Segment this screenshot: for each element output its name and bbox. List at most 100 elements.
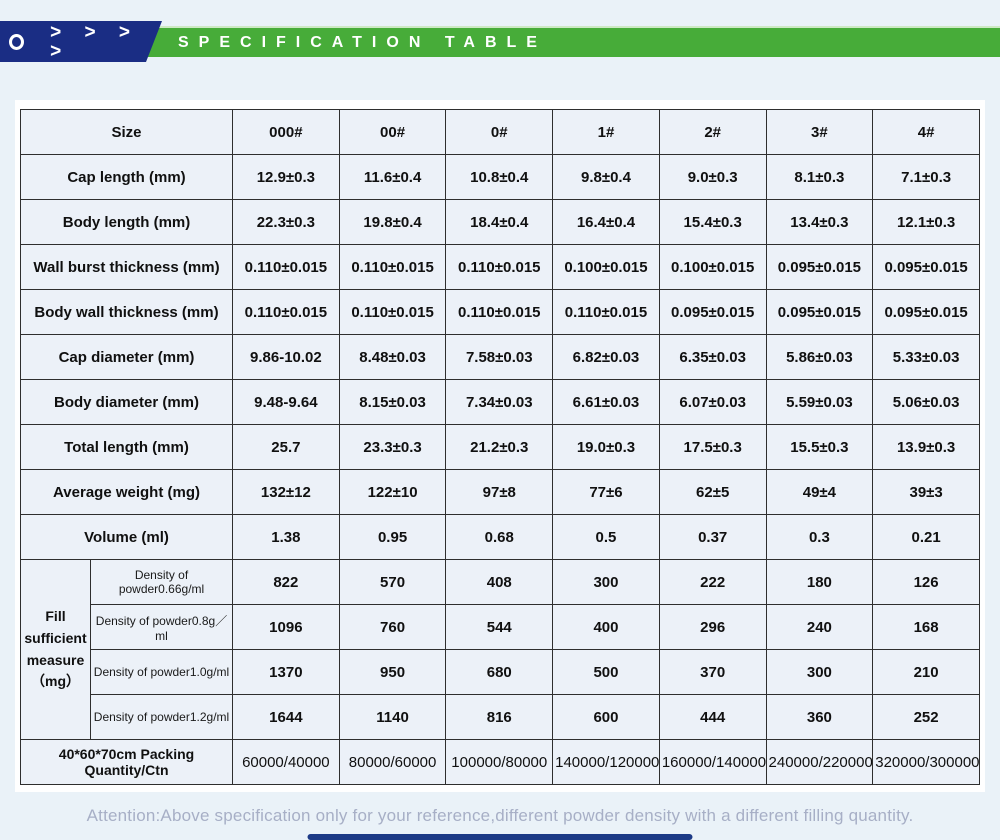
value-cell: 0.095±0.015 <box>765 244 874 290</box>
value-cell: 5.33±0.03 <box>872 334 980 380</box>
fill-group-row: Density of powder1.2g/ml 1644 1140 816 600 44… <box>21 694 980 740</box>
value-cell: 6.82±0.03 <box>552 334 660 380</box>
table-panel: Size 000# 00# 0# 1# 2# 3# 4# Cap length (mm) 12.9… <box>15 100 985 792</box>
value-cell: 210 <box>872 649 980 695</box>
column-header: 0# <box>445 109 554 155</box>
value-cell: 500 <box>552 649 660 695</box>
value-cell: 19.8±0.4 <box>338 199 447 245</box>
brand-ribbon: > > > > <box>0 21 162 62</box>
value-cell: 1.38 <box>232 514 340 560</box>
chevron-right-icons: > > > > <box>50 21 139 62</box>
page-title: SPECIFICATION TABLE <box>178 34 547 51</box>
density-label: Density of powder0.8g／ml <box>89 604 234 650</box>
value-cell: 816 <box>445 694 554 740</box>
value-cell: 0.37 <box>658 514 767 560</box>
value-cell: 0.095±0.015 <box>872 289 980 335</box>
table-row: Cap diameter (mm) 9.86-10.02 8.48±0.03 7.58… <box>19 334 980 380</box>
table-row: Cap length (mm) 12.9±0.3 11.6±0.4 10.8±0.4 9… <box>19 154 980 200</box>
value-cell: 444 <box>658 694 767 740</box>
value-cell: 0.110±0.015 <box>552 289 660 335</box>
row-label: Volume (ml) <box>19 514 234 560</box>
value-cell: 1140 <box>338 694 447 740</box>
value-cell: 0.95 <box>338 514 447 560</box>
value-cell: 0.095±0.015 <box>872 244 980 290</box>
value-cell: 21.2±0.3 <box>445 424 554 470</box>
table-header-row: Size 000# 00# 0# 1# 2# 3# 4# <box>19 109 980 155</box>
table-row: Body wall thickness (mm) 0.110±0.015 0.110… <box>19 289 980 335</box>
value-cell: 252 <box>872 694 980 740</box>
value-cell: 77±6 <box>552 469 660 515</box>
packing-value-cell: 140000/120000 <box>552 739 660 785</box>
value-cell: 0.095±0.015 <box>658 289 767 335</box>
value-cell: 0.110±0.015 <box>232 289 340 335</box>
value-cell: 180 <box>765 559 874 605</box>
value-cell: 0.5 <box>552 514 660 560</box>
value-cell: 822 <box>232 559 340 605</box>
column-header-size: Size <box>19 109 234 155</box>
value-cell: 0.68 <box>445 514 554 560</box>
value-cell: 0.095±0.015 <box>765 289 874 335</box>
value-cell: 0.100±0.015 <box>552 244 660 290</box>
value-cell: 950 <box>338 649 447 695</box>
packing-value-cell: 80000/60000 <box>338 739 447 785</box>
row-label: Total length (mm) <box>19 424 234 470</box>
value-cell: 8.48±0.03 <box>338 334 447 380</box>
value-cell: 6.61±0.03 <box>552 379 660 425</box>
row-label: Cap length (mm) <box>19 154 234 200</box>
bottom-divider-bar <box>307 834 693 840</box>
value-cell: 12.9±0.3 <box>232 154 340 200</box>
value-cell: 0.110±0.015 <box>338 244 447 290</box>
row-label: Cap diameter (mm) <box>19 334 234 380</box>
column-header: 000# <box>232 109 340 155</box>
value-cell: 8.15±0.03 <box>338 379 447 425</box>
value-cell: 13.4±0.3 <box>765 199 874 245</box>
value-cell: 13.9±0.3 <box>872 424 980 470</box>
density-label: Density of powder1.0g/ml <box>89 649 234 695</box>
value-cell: 760 <box>338 604 447 650</box>
value-cell: 7.1±0.3 <box>872 154 980 200</box>
value-cell: 7.58±0.03 <box>445 334 554 380</box>
value-cell: 9.48-9.64 <box>232 379 340 425</box>
row-label: Body diameter (mm) <box>19 379 234 425</box>
value-cell: 0.100±0.015 <box>658 244 767 290</box>
value-cell: 0.110±0.015 <box>338 289 447 335</box>
value-cell: 25.7 <box>232 424 340 470</box>
value-cell: 10.8±0.4 <box>445 154 554 200</box>
column-header: 00# <box>338 109 447 155</box>
value-cell: 132±12 <box>232 469 340 515</box>
value-cell: 8.1±0.3 <box>765 154 874 200</box>
packing-value-cell: 100000/80000 <box>445 739 554 785</box>
row-label: Wall burst thickness (mm) <box>19 244 234 290</box>
value-cell: 19.0±0.3 <box>552 424 660 470</box>
packing-row-label: 40*60*70cm Packing Quantity/Ctn <box>19 739 234 785</box>
table-row: Wall burst thickness (mm) 0.110±0.015 0.11… <box>19 244 980 290</box>
row-label: Average weight (mg) <box>19 469 234 515</box>
table-row: Total length (mm) 25.7 23.3±0.3 21.2±0.3 19.… <box>19 424 980 470</box>
value-cell: 62±5 <box>658 469 767 515</box>
column-header: 1# <box>552 109 660 155</box>
value-cell: 600 <box>552 694 660 740</box>
value-cell: 6.07±0.03 <box>658 379 767 425</box>
value-cell: 1644 <box>232 694 340 740</box>
value-cell: 0.110±0.015 <box>445 244 554 290</box>
value-cell: 9.8±0.4 <box>552 154 660 200</box>
packing-value-cell: 60000/40000 <box>232 739 340 785</box>
value-cell: 0.3 <box>765 514 874 560</box>
density-label: Density of powder1.2g/ml <box>89 694 234 740</box>
column-header: 2# <box>658 109 767 155</box>
value-cell: 680 <box>445 649 554 695</box>
column-header: 3# <box>765 109 874 155</box>
value-cell: 22.3±0.3 <box>232 199 340 245</box>
circle-icon <box>9 34 24 50</box>
value-cell: 0.110±0.015 <box>232 244 340 290</box>
value-cell: 17.5±0.3 <box>658 424 767 470</box>
value-cell: 370 <box>658 649 767 695</box>
column-header: 4# <box>872 109 980 155</box>
value-cell: 5.06±0.03 <box>872 379 980 425</box>
value-cell: 9.0±0.3 <box>658 154 767 200</box>
value-cell: 5.86±0.03 <box>765 334 874 380</box>
fill-group-row: Fill sufficient measure （mg） Density of p… <box>20 559 980 740</box>
fill-group-row: Density of powder0.8g／ml 1096 760 544 400 296… <box>21 604 980 650</box>
value-cell: 15.4±0.3 <box>658 199 767 245</box>
